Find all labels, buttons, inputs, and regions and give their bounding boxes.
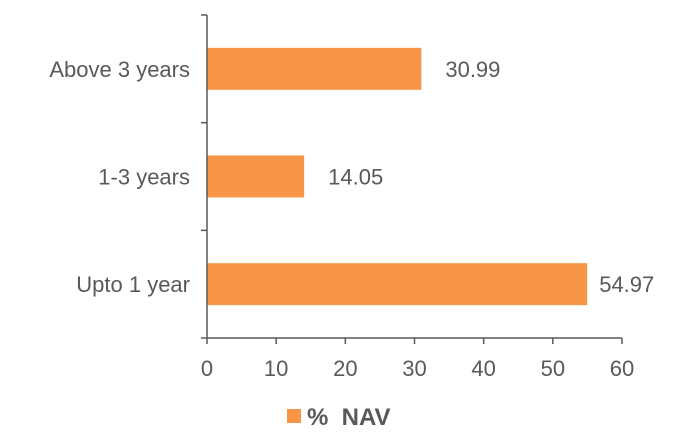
bar-upto-1-year: [207, 263, 588, 306]
bar-1-3-years: [207, 155, 305, 198]
legend-label: % NAV: [307, 404, 391, 431]
bar-above-3-years: [207, 47, 422, 90]
labels-layer: Above 3 years 30.99 1-3 years 14.05 Upto 1 y…: [49, 57, 654, 381]
category-label: 1-3 years: [98, 165, 190, 190]
x-tick-label: 30: [402, 356, 426, 381]
data-label: 54.97: [599, 272, 654, 297]
x-tick-label: 40: [471, 356, 495, 381]
x-tick-label: 0: [201, 356, 213, 381]
x-tick-label: 20: [333, 356, 357, 381]
legend-swatch: [287, 409, 301, 423]
data-label: 30.99: [445, 57, 500, 82]
x-tick-label: 50: [541, 356, 565, 381]
legend[interactable]: % NAV: [287, 404, 391, 431]
category-label: Above 3 years: [49, 57, 190, 82]
x-tick-label: 60: [610, 356, 634, 381]
data-label: 14.05: [328, 165, 383, 190]
x-tick-label: 10: [264, 356, 288, 381]
category-label: Upto 1 year: [76, 272, 190, 297]
bars-layer: [207, 47, 588, 306]
axes-layer: [201, 14, 623, 344]
